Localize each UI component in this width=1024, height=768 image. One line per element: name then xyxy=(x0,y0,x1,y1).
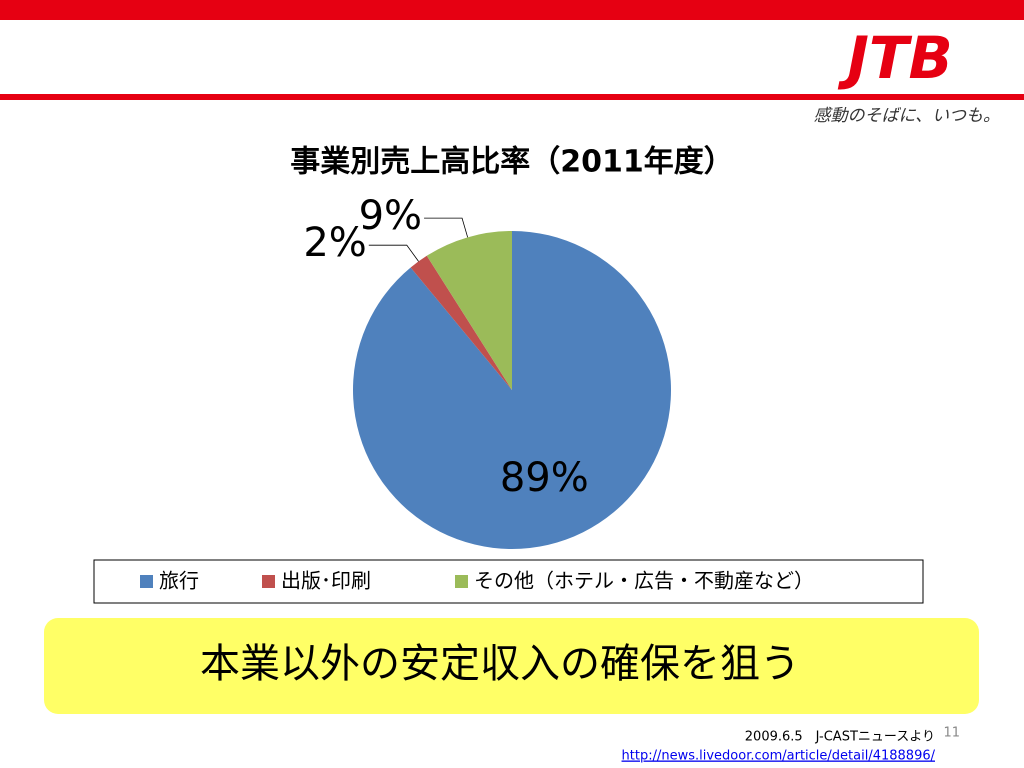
data-label: 2% xyxy=(303,220,366,266)
banner-box xyxy=(44,618,979,714)
legend-box xyxy=(93,559,924,604)
legend-label: その他（ホテル・広告・不動産など） xyxy=(474,569,814,593)
pie-slice xyxy=(426,231,512,390)
page-number: 11 xyxy=(943,726,960,741)
data-label: 9% xyxy=(359,193,422,239)
tagline: 感動のそばに、いつも。 xyxy=(814,106,1001,126)
leader-line xyxy=(368,244,419,262)
legend-swatch xyxy=(140,575,153,588)
source: 2009.6.5 J-CASTニュースより xyxy=(745,730,935,745)
legend-swatch xyxy=(262,575,275,588)
chart-title: 事業別売上高比率（2011年度） xyxy=(290,145,734,180)
legend-swatch xyxy=(455,575,468,588)
leader-line xyxy=(424,217,469,238)
top-bar xyxy=(0,0,1024,20)
logo: JTB xyxy=(837,24,952,92)
pie-slice xyxy=(353,231,672,550)
legend-label: 出版･印刷 xyxy=(281,569,371,593)
pie-slice xyxy=(410,255,512,390)
rule-bar xyxy=(0,94,1024,100)
data-label: 89% xyxy=(500,455,589,501)
source-link[interactable]: http://news.livedoor.com/article/detail/… xyxy=(622,749,936,764)
banner-text: 本業以外の安定収入の確保を狙う xyxy=(200,641,800,687)
legend-label: 旅行 xyxy=(159,569,199,593)
